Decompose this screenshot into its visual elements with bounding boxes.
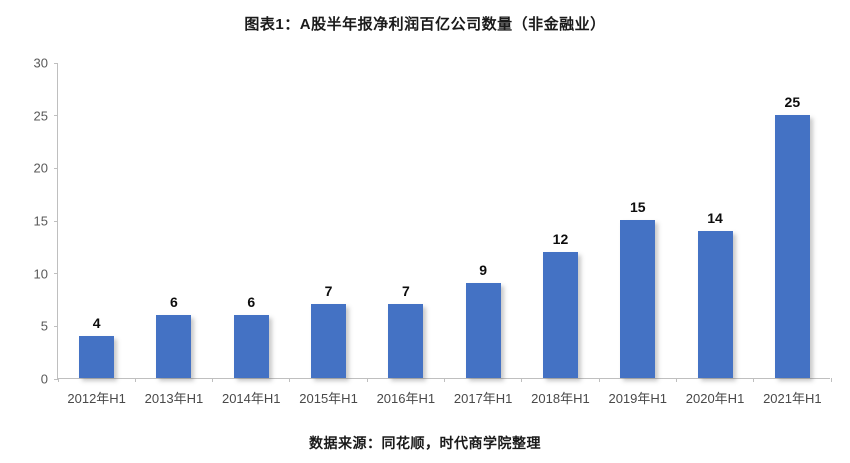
y-tick-label: 10 [33,266,48,282]
x-tick-label: 2015年H1 [299,391,358,406]
bar-cell: 25 [754,62,831,378]
x-tick-label: 2016年H1 [376,391,436,406]
x-tick-mark [289,378,291,382]
bar [774,114,810,378]
bar-value-label: 25 [784,93,801,110]
bar [388,304,424,378]
y-tick-label: 5 [40,318,48,334]
x-tick-mark [212,378,214,382]
bar-value-label: 12 [552,230,569,247]
x-tick-mark [675,378,677,382]
bar-cell: 15 [599,62,676,378]
bar [620,220,656,378]
x-tick-mark [830,378,832,382]
plot-area: 0 5 10 15 20 25 30 4 2012年H1 6 2013年H1 6 2014年H1 7 201… [34,56,832,406]
bar-cell: 4 [58,62,135,378]
bar [79,335,115,378]
y-tick-mark [54,378,58,380]
bar-value-label: 4 [92,314,101,331]
y-tick-label: 25 [33,108,48,124]
bar [542,251,578,378]
x-tick-mark [444,378,445,382]
x-tick-label: 2014年H1 [221,391,281,406]
bar [156,314,192,378]
y-tick-label: 30 [33,55,48,71]
y-tick-mark [54,167,58,169]
bar-value-label: 15 [629,199,646,215]
x-tick-mark [134,378,136,382]
x-tick-label: 2020年H1 [685,391,745,406]
bar [311,304,347,378]
x-tick-mark [753,378,755,382]
bar-cell: 6 [135,62,212,378]
y-tick-mark [54,220,58,222]
x-tick-mark [521,378,523,382]
chart-title: 图表1：A股半年报净利润百亿公司数量（非金融业） [244,16,606,33]
x-tick-mark [57,378,59,382]
x-tick-label: 2018年H1 [531,391,590,406]
bar-value-label: 6 [170,293,178,310]
y-tick-label: 20 [33,160,48,176]
bar-value-label: 6 [247,293,256,310]
x-tick-label: 2013年H1 [144,391,204,406]
y-tick-label: 0 [40,371,48,387]
bar-cell: 6 [213,62,290,378]
x-tick-label: 2021年H1 [763,391,822,406]
bar-cell: 9 [445,62,522,378]
bar [465,283,501,378]
bar [233,314,269,378]
bar-value-label: 7 [401,283,410,300]
x-tick-mark [598,378,600,382]
x-tick-label: 2017年H1 [453,391,513,406]
x-tick-label: 2019年H1 [608,391,668,406]
bar-value-label: 14 [707,209,723,226]
x-tick-mark [366,378,368,382]
bar-value-label: 9 [479,262,488,279]
y-tick-mark [54,273,58,275]
source-note: 数据来源：同花顺，时代商学院整理 [309,435,541,451]
bar-value-label: 7 [324,283,333,300]
x-tick-label: 2012年H1 [67,391,126,406]
y-tick-mark [54,62,58,64]
y-tick-label: 15 [33,213,48,229]
bar [697,230,733,378]
bar-cell: 7 [367,62,444,378]
bar-cell: 12 [522,62,599,378]
bar-cell: 7 [290,62,367,378]
y-tick-mark [54,115,58,117]
y-tick-mark [54,325,58,327]
bar-cell: 14 [676,62,753,378]
